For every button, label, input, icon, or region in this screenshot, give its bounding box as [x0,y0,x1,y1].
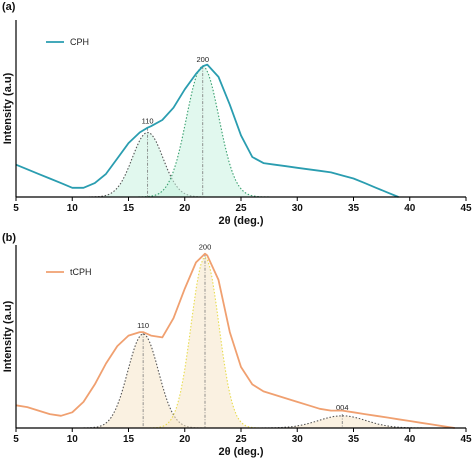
legend-label: CPH [70,37,89,47]
x-tick-label-45: 45 [460,434,472,445]
x-tick-label-15: 15 [123,434,135,445]
peak-label-110: 110 [142,117,154,126]
series-line-1 [15,63,399,198]
x-tick-label-10: 10 [67,434,79,445]
y-axis-title: Intensity (a.u) [2,300,14,372]
fit-area-1 [68,132,226,197]
fit-area-2 [133,257,275,428]
panel-label: (b) [2,232,16,244]
x-axis-title: 2θ (deg.) [218,446,263,458]
x-tick-label-20: 20 [179,203,191,214]
panel-b-plot: 110 200 004 5 10 15 20 25 30 35 40 45 2θ (deg.) Inten… [2,232,472,458]
x-tick-label-25: 25 [235,434,247,445]
peak-label-004: 004 [336,403,349,412]
fit-area-1 [63,333,222,428]
x-tick-label-10: 10 [67,203,79,214]
x-tick-label-5: 5 [13,203,19,214]
x-tick-label-30: 30 [292,434,304,445]
x-tick-label-25: 25 [235,203,247,214]
legend-label: tCPH [70,267,92,277]
x-tick-label-30: 30 [292,203,304,214]
fit-area-2 [118,66,286,198]
panel-label: (a) [2,1,16,13]
x-tick-label-35: 35 [348,434,360,445]
x-tick-label-40: 40 [404,203,416,214]
peak-label-110: 110 [137,321,149,330]
x-tick-label-20: 20 [179,434,191,445]
x-tick-label-5: 5 [13,434,19,445]
x-tick-label-15: 15 [123,203,135,214]
x-tick-label-35: 35 [348,203,360,214]
x-tick-label-40: 40 [404,434,416,445]
peak-label-200: 200 [196,55,209,64]
x-axis-title: 2θ (deg.) [218,215,263,227]
x-tick-label-45: 45 [460,203,472,214]
panel-a-plot: 110 200 5 10 15 20 25 30 35 40 45 2θ (deg.) Intensit… [2,1,472,227]
series-line-1 [15,252,455,429]
y-axis-title: Intensity (a.u) [2,72,14,144]
peak-label-200: 200 [199,243,212,252]
